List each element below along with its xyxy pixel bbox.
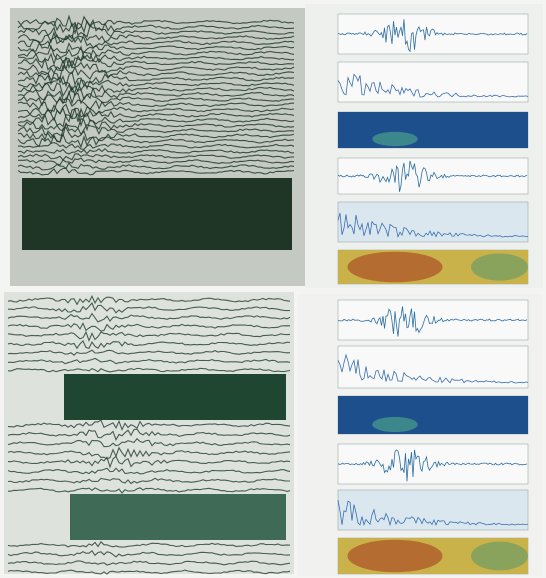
- photo: [0, 0, 546, 578]
- spectrogram-cool: [471, 253, 528, 280]
- page: (() => { const data = JSON.parse(documen…: [0, 0, 546, 578]
- spectrogram-cool: [471, 542, 528, 571]
- spectrogram-hot: [372, 132, 418, 146]
- spectrogram-hot: [348, 540, 443, 572]
- spectrogram: [338, 112, 528, 148]
- spectrogram: [338, 396, 528, 434]
- green-band: [70, 494, 286, 540]
- plot-frame: [338, 444, 528, 484]
- plot-frame: [338, 62, 528, 102]
- spectrogram-hot: [372, 417, 418, 432]
- green-band: [64, 374, 286, 420]
- spectrogram-hot: [348, 252, 443, 283]
- dark-band: [22, 178, 292, 250]
